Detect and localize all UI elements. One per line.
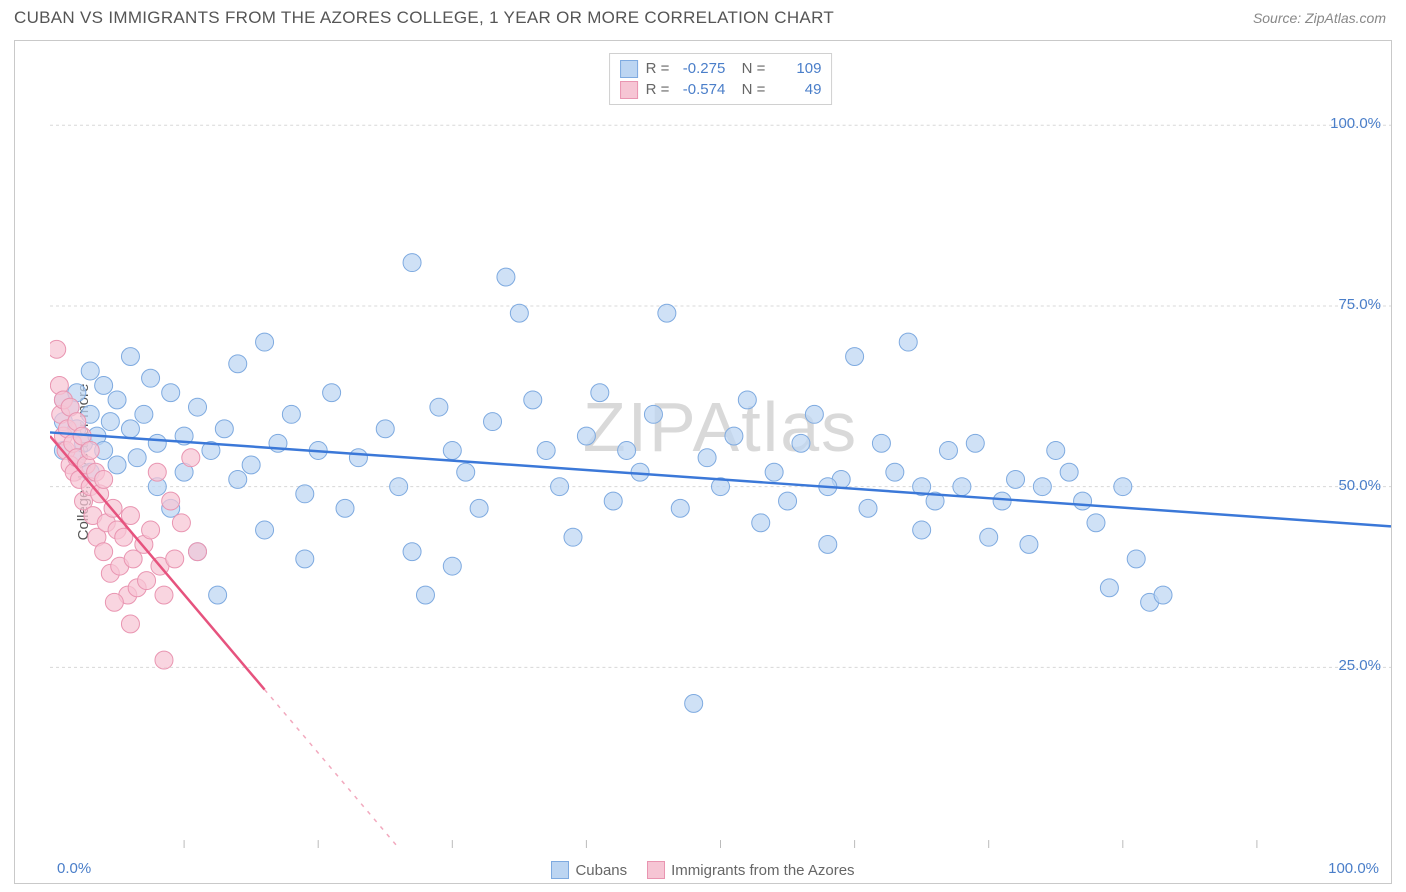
stats-legend-box: R = -0.275 N = 109 R = -0.574 N = 49 [609,53,833,105]
legend-swatch-cubans [551,861,569,879]
legend-label-cubans: Cubans [575,862,627,879]
swatch-cubans [620,60,638,78]
r-value-cubans: -0.275 [677,58,725,79]
stats-row-cubans: R = -0.275 N = 109 [620,58,822,79]
scatter-plot-svg [50,53,1391,848]
r-value-azores: -0.574 [677,79,725,100]
r-label: R = [646,79,670,100]
bottom-legend: Cubans Immigrants from the Azores [15,861,1391,879]
y-tick-25: 25.0% [1321,657,1381,674]
legend-item-azores: Immigrants from the Azores [647,861,854,879]
legend-swatch-azores [647,861,665,879]
plot-area: ZIPAtlas R = -0.275 N = 109 R = -0.574 N… [50,53,1391,848]
n-value-cubans: 109 [773,58,821,79]
y-tick-100: 100.0% [1321,115,1381,132]
swatch-azores [620,81,638,99]
n-label: N = [733,58,765,79]
y-tick-50: 50.0% [1321,477,1381,494]
source-attribution: Source: ZipAtlas.com [1253,10,1386,26]
legend-label-azores: Immigrants from the Azores [671,862,854,879]
n-label: N = [733,79,765,100]
chart-title: CUBAN VS IMMIGRANTS FROM THE AZORES COLL… [14,8,834,28]
y-tick-75: 75.0% [1321,296,1381,313]
r-label: R = [646,58,670,79]
n-value-azores: 49 [773,79,821,100]
legend-item-cubans: Cubans [551,861,627,879]
chart-container: College, 1 year or more ZIPAtlas R = -0.… [14,40,1392,884]
stats-row-azores: R = -0.574 N = 49 [620,79,822,100]
